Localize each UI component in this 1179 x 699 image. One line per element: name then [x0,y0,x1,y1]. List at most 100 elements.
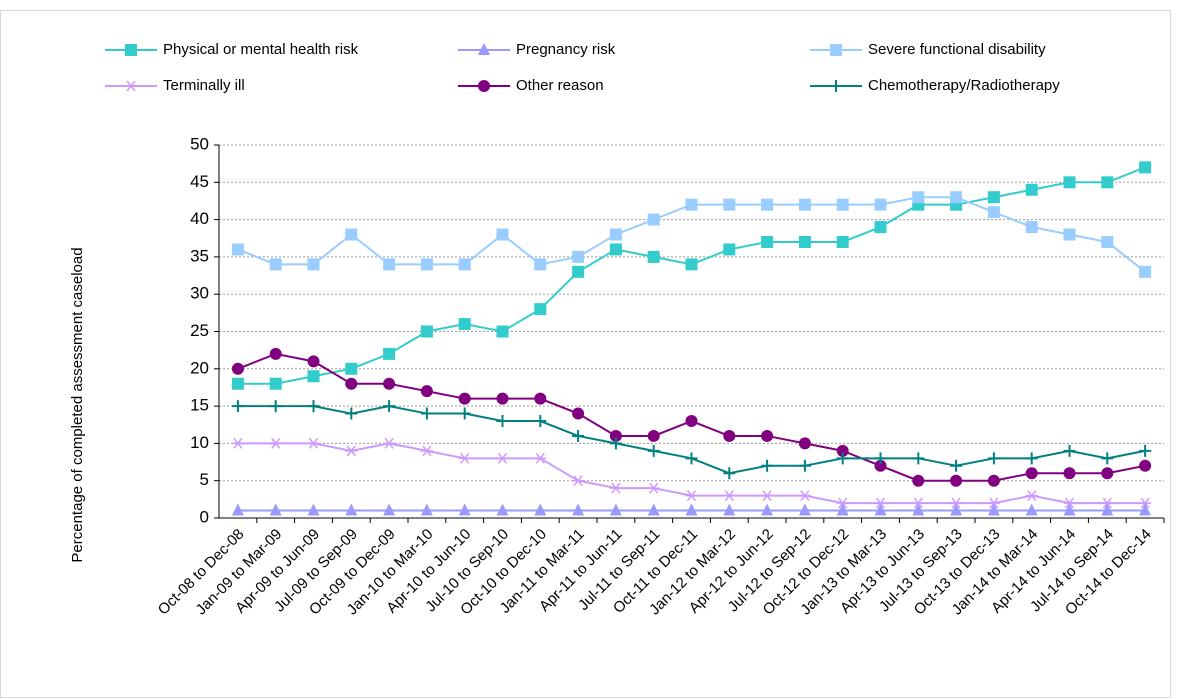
marker-part [231,362,244,375]
y-axis-label: Percentage of completed assessment casel… [69,247,86,562]
marker-part [458,258,471,271]
marker-part [874,497,887,509]
marker-part [1139,265,1152,278]
marker [798,198,811,211]
marker [836,452,849,465]
marker [1139,265,1152,278]
marker [345,377,358,390]
marker-part [572,265,585,278]
marker-part [761,198,774,211]
marker-part [458,503,471,516]
marker-part [1025,503,1038,516]
marker-part [609,429,622,442]
marker-part [345,445,358,457]
marker [496,415,509,428]
marker [950,474,963,487]
marker-part [1025,490,1038,502]
y-tick-label: 5 [200,470,209,489]
marker [231,243,244,256]
marker-part [231,503,244,516]
marker [723,490,736,502]
marker [647,482,660,494]
marker [987,452,1000,465]
marker-part [496,392,509,405]
marker [572,250,585,263]
marker-part [761,459,774,472]
marker [496,392,509,405]
marker [1063,467,1076,480]
y-tick-label: 45 [190,172,209,191]
marker-part [836,235,849,248]
marker-part [1101,467,1114,480]
marker [231,437,244,449]
marker-part [307,258,320,271]
marker-part [798,198,811,211]
marker-part [798,437,811,450]
marker [830,44,842,56]
marker [836,444,849,457]
marker [125,80,137,92]
marker [685,503,698,516]
marker-part [307,437,320,449]
marker-part [723,198,736,211]
marker [307,355,320,368]
marker [572,407,585,420]
marker-part [761,490,774,502]
marker-part [269,377,282,390]
marker [534,303,547,316]
legend-label: Other reason [516,77,604,94]
marker [950,503,963,516]
marker [830,80,842,92]
marker [647,213,660,226]
marker [572,503,585,516]
marker [912,452,925,465]
marker [723,243,736,256]
marker [307,258,320,271]
marker [685,258,698,271]
marker [307,370,320,383]
marker-part [1101,235,1114,248]
marker-part [830,80,842,92]
marker-part [383,377,396,390]
marker [269,437,282,449]
marker-part [1139,503,1152,516]
marker-part [420,385,433,398]
marker [912,191,925,204]
marker-part [231,243,244,256]
marker-part [458,452,471,464]
marker-part [572,503,585,516]
marker-part [912,474,925,487]
marker [1101,235,1114,248]
marker [496,325,509,338]
marker [1101,497,1114,509]
marker-part [723,243,736,256]
marker-part [572,475,585,487]
marker [798,437,811,450]
marker-part [458,318,471,331]
marker [496,228,509,241]
marker [912,497,925,509]
marker-part [1139,497,1152,509]
marker-part [723,503,736,516]
marker-part [269,503,282,516]
marker [1101,467,1114,480]
marker [534,258,547,271]
marker [836,198,849,211]
marker-part [950,459,963,472]
marker-part [1025,467,1038,480]
marker-part [383,347,396,360]
marker [420,407,433,420]
marker-part [761,429,774,442]
marker-part [572,429,585,442]
marker [269,503,282,516]
marker-part [1139,161,1152,174]
marker [458,258,471,271]
marker [836,497,849,509]
marker-part [987,497,1000,509]
marker-part [534,392,547,405]
marker-part [647,444,660,457]
marker-part [534,415,547,428]
y-tick-label: 0 [200,507,209,526]
marker [1025,452,1038,465]
